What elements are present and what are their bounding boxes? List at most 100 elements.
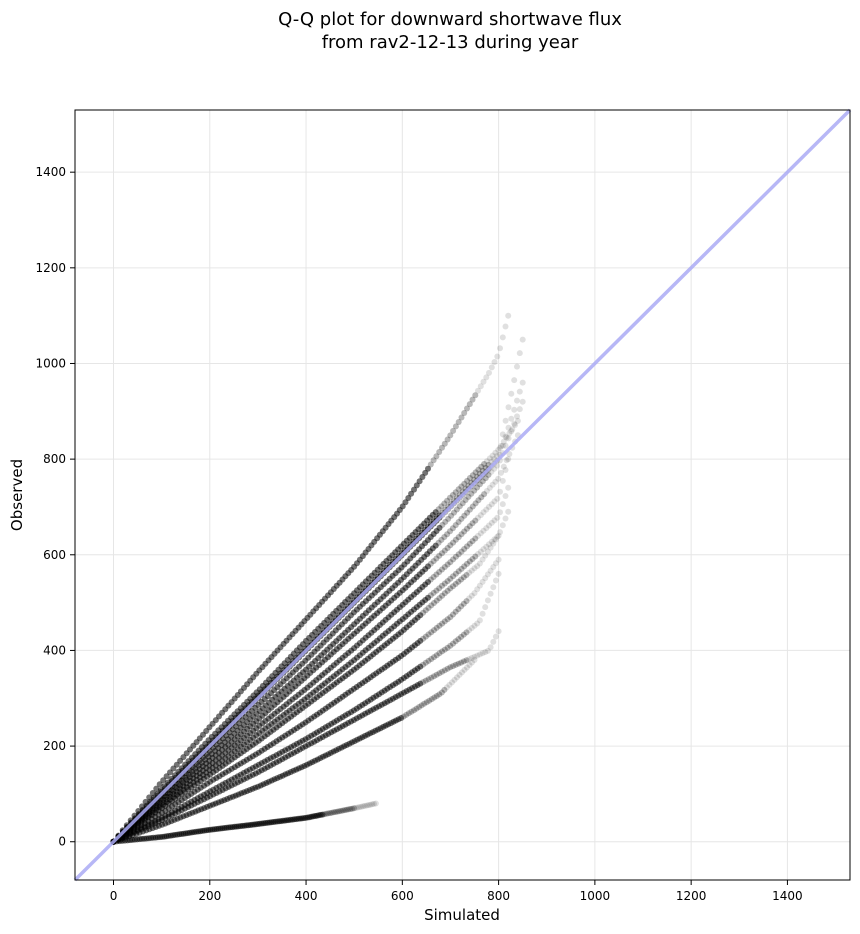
qq-point (403, 711, 410, 718)
qq-point (438, 689, 445, 696)
qq-point (505, 404, 512, 411)
qq-point (495, 628, 502, 635)
qq-point (369, 801, 376, 808)
qq-point (439, 566, 445, 573)
y-tick-label: 400 (43, 643, 66, 657)
qq-point (494, 533, 501, 540)
qq-point (426, 697, 433, 704)
qq-point (463, 657, 470, 664)
qq-point (423, 699, 430, 706)
qq-point (502, 433, 509, 440)
qq-point (469, 556, 476, 562)
qq-point (444, 497, 451, 504)
qq-point (455, 534, 462, 541)
qq-point (483, 506, 490, 513)
y-tick-label: 0 (58, 835, 66, 849)
qq-point (497, 488, 503, 495)
qq-point (469, 538, 476, 545)
qq-point (481, 461, 488, 467)
qq-point (436, 524, 443, 531)
qq-point (352, 804, 359, 811)
qq-point (433, 571, 440, 578)
y-axis-ticks: 0 200 400 600 800 1000 1200 1400 (35, 165, 75, 849)
qq-point (411, 707, 417, 714)
qq-point (491, 359, 498, 365)
qq-point (502, 323, 509, 330)
qq-point (508, 415, 515, 422)
qq-point (479, 478, 486, 485)
qq-point (456, 503, 463, 510)
qq-point (428, 629, 435, 636)
qq-point (508, 428, 515, 435)
qq-point (511, 420, 518, 427)
plot-frame (74, 109, 851, 881)
qq-point (479, 610, 486, 617)
qq-point (439, 444, 445, 451)
qq-point (472, 392, 479, 399)
qq-point (474, 563, 481, 570)
qq-point (455, 660, 462, 667)
x-axis-label: Simulated (424, 906, 500, 924)
x-tick-label: 1200 (676, 889, 707, 903)
y-tick-label: 200 (43, 739, 66, 753)
qq-point (461, 512, 468, 519)
qq-point (441, 618, 448, 625)
qq-point (461, 410, 468, 416)
qq-point (466, 656, 473, 663)
qq-point (323, 810, 330, 817)
qq-point (505, 312, 512, 319)
qq-point (498, 469, 504, 476)
qq-point (436, 552, 443, 559)
qq-point (433, 624, 440, 631)
qq-point (431, 694, 438, 701)
qq-point (482, 475, 489, 482)
qq-point (325, 810, 332, 817)
qq-point (425, 676, 432, 683)
qq-point (431, 673, 437, 680)
qq-point (450, 611, 456, 618)
qq-point (476, 560, 483, 567)
qq-point (505, 508, 512, 515)
qq-point (489, 481, 496, 488)
qq-point (516, 350, 523, 357)
qq-point (466, 475, 473, 481)
qq-point (356, 804, 363, 811)
qq-point (452, 661, 459, 668)
qq-point (433, 587, 440, 594)
qq-point (499, 501, 506, 508)
qq-point (458, 633, 465, 640)
qq-point (460, 600, 467, 607)
qq-point (494, 514, 501, 521)
qq-point (420, 661, 427, 668)
qq-point (421, 700, 428, 707)
qq-point (450, 427, 457, 434)
qq-point (487, 644, 494, 651)
qq-point (447, 664, 454, 671)
qq-point (495, 570, 502, 577)
qq-point (519, 336, 526, 343)
qq-point (514, 397, 520, 404)
qq-point (477, 530, 484, 537)
qq-point (417, 663, 424, 670)
qq-point (483, 374, 490, 381)
qq-point (509, 426, 516, 433)
qq-point (455, 606, 462, 613)
qq-point (349, 805, 356, 812)
qq-point (351, 805, 357, 812)
qq-point (449, 492, 456, 498)
qq-point (466, 627, 473, 634)
qq-point (511, 377, 518, 384)
qq-point (160, 777, 167, 784)
qq-point (474, 620, 481, 627)
qq-point (441, 590, 448, 597)
qq-point (427, 560, 434, 567)
qq-point (484, 548, 491, 555)
qq-point (420, 609, 427, 616)
qq-point (428, 656, 435, 662)
qq-point (448, 512, 455, 519)
qq-point (436, 569, 443, 575)
qq-point (482, 649, 489, 656)
qq-point (447, 642, 454, 649)
qq-point (451, 509, 457, 516)
